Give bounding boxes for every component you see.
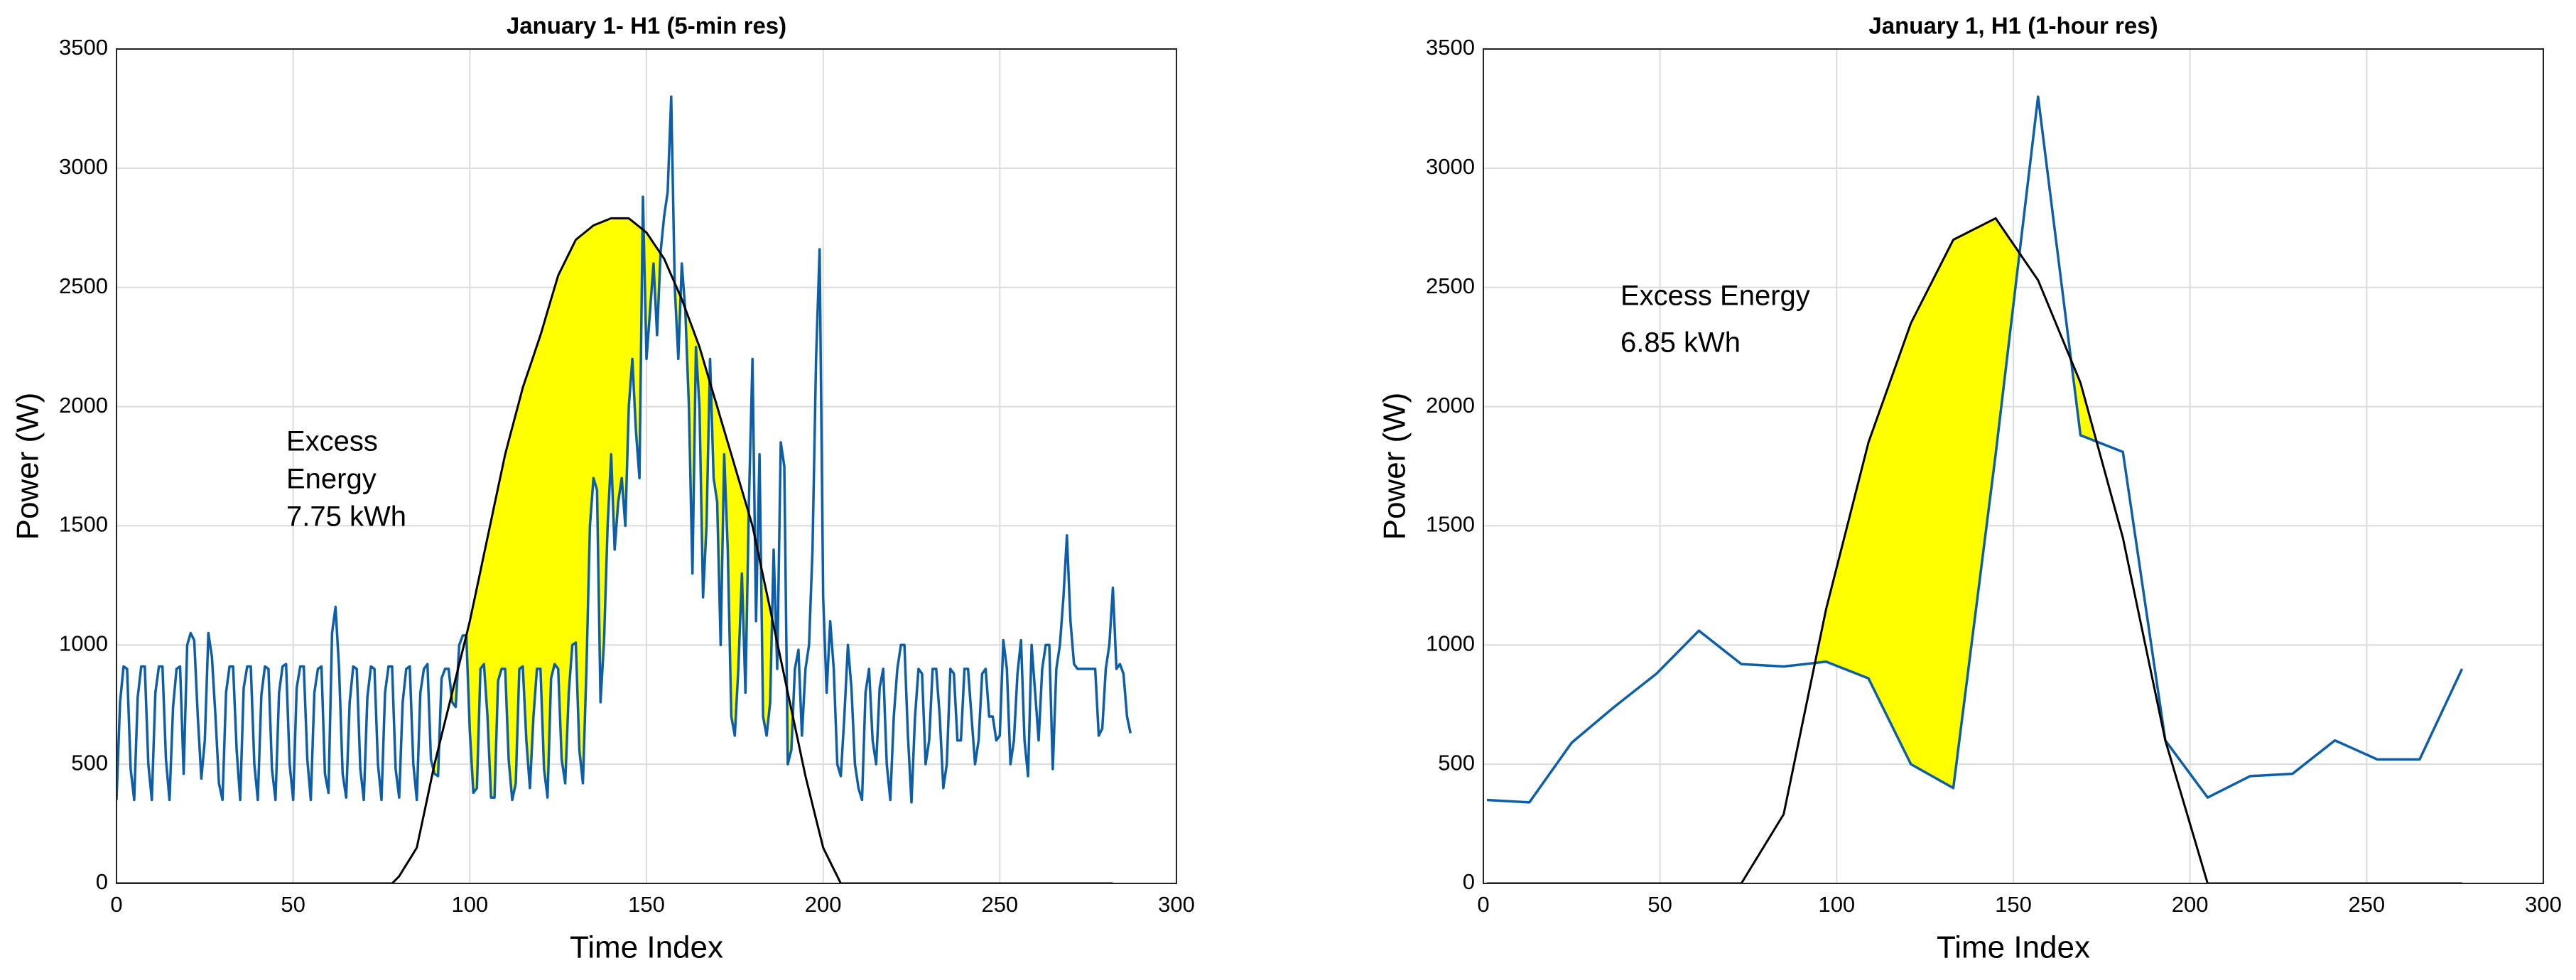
y-axis-label: Power (W) — [1378, 393, 1412, 540]
x-tick-label: 250 — [981, 892, 1018, 917]
excess-area — [551, 288, 555, 679]
annotation: 7.75 kWh — [286, 501, 406, 533]
excess-area — [1911, 240, 1954, 788]
excess-area — [534, 346, 537, 717]
y-tick-label: 1500 — [59, 512, 108, 537]
chart-title: January 1- H1 (5-min res) — [507, 13, 786, 39]
excess-area — [555, 276, 558, 669]
x-tick-label: 150 — [628, 892, 665, 917]
y-tick-label: 3500 — [59, 35, 108, 60]
excess-area — [580, 234, 583, 783]
x-tick-label: 250 — [2348, 892, 2385, 917]
plot: 0 500 1000 1500 2000 2500 3000 3500 0 50 100 150 200… — [11, 13, 1195, 965]
x-tick-label: 300 — [1158, 892, 1195, 917]
y-tick-label: 500 — [1438, 750, 1475, 775]
y-tick-label: 500 — [71, 750, 108, 775]
excess-area — [512, 414, 516, 800]
excess-area — [526, 366, 530, 788]
x-tick-label: 0 — [1477, 892, 1489, 917]
excess-area — [502, 454, 505, 669]
annotation: Energy — [286, 464, 377, 495]
x-axis-label: Time Index — [1937, 930, 2090, 965]
excess-area — [573, 240, 576, 646]
excess-area — [544, 311, 548, 797]
y-tick-label: 1000 — [59, 631, 108, 655]
x-tick-label: 50 — [1647, 892, 1672, 917]
y-tick-label: 3000 — [59, 154, 108, 179]
y-axis-label: Power (W) — [11, 393, 45, 540]
x-tick-label: 100 — [451, 892, 488, 917]
plot: 0 500 1000 1500 2000 2500 3000 3500 0 50 100 150 200… — [1378, 13, 2562, 965]
chart-title: January 1, H1 (1-hour res) — [1868, 13, 2158, 39]
excess-area — [491, 504, 494, 797]
excess-area — [618, 218, 622, 501]
excess-area — [473, 588, 477, 793]
y-tick-label: 3000 — [1426, 154, 1475, 179]
y-tick-label: 2000 — [1426, 393, 1475, 418]
y-tick-label: 3500 — [1426, 35, 1475, 60]
excess-area — [519, 388, 523, 669]
excess-area — [569, 247, 573, 693]
y-tick-label: 2000 — [59, 393, 108, 418]
x-tick-label: 100 — [1818, 892, 1855, 917]
excess-area — [593, 224, 597, 490]
x-tick-label: 0 — [110, 892, 122, 917]
y-tick-label: 0 — [1463, 869, 1475, 894]
x-axis-label: Time Index — [570, 930, 723, 965]
annotation: Excess Energy — [1620, 281, 1810, 312]
x-tick-label: 300 — [2525, 892, 2562, 917]
y-tick-label: 2500 — [1426, 273, 1475, 298]
excess-area — [562, 261, 565, 783]
x-tick-label: 200 — [2172, 892, 2209, 917]
y-tick-label: 2500 — [59, 273, 108, 298]
excess-area — [537, 335, 541, 669]
y-tick-label: 0 — [96, 869, 108, 894]
excess-area — [498, 471, 502, 680]
x-tick-label: 150 — [1995, 892, 2032, 917]
y-tick-label: 1000 — [1426, 631, 1475, 655]
annotation: Excess — [286, 426, 378, 457]
x-tick-label: 200 — [805, 892, 842, 917]
y-tick-label: 1500 — [1426, 512, 1475, 537]
x-tick-label: 50 — [281, 892, 305, 917]
annotation: 6.85 kWh — [1620, 327, 1741, 359]
